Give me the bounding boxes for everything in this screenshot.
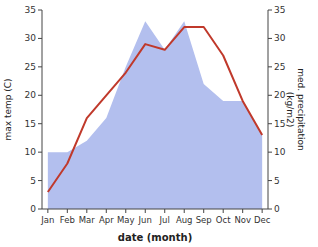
y-tick [38, 152, 42, 153]
chart: 0 5 10 15 20 25 30 35 0 5 10 15 20 25 30 35 Jan Feb MarApr… [0, 0, 318, 247]
y2-tick [268, 123, 272, 124]
y-tick-label: 30 [25, 33, 37, 43]
y-tick-label: 25 [25, 62, 36, 72]
temperature-line [48, 27, 262, 192]
y2-tick-label: 30 [274, 33, 286, 43]
precipitation-area [48, 21, 262, 209]
x-tick [47, 209, 48, 213]
x-tick-label: Sep [196, 215, 212, 225]
y2-tick-label: 0 [274, 204, 280, 214]
x-tick-label: Oct [216, 215, 231, 225]
y2-axis-label-line: (kg/m2) [285, 92, 295, 127]
y2-axis-label-line: med. precipitation [296, 68, 306, 150]
y2-tick-label: 35 [274, 5, 285, 15]
x-tick [86, 209, 87, 213]
y2-tick-label: 25 [274, 62, 285, 72]
x-tick-label: Aug [176, 215, 193, 225]
x-tick-label: Jul [159, 215, 170, 225]
y-tick-label: 10 [25, 147, 37, 157]
y-axis-label: max temp (C) [3, 78, 13, 140]
y2-tick [268, 10, 272, 11]
y2-axis-label: med. precipitation(kg/m2) [285, 68, 306, 150]
y-tick-label: 35 [25, 5, 36, 15]
y-tick-label: 5 [30, 176, 36, 186]
x-tick [242, 209, 243, 213]
x-tick-label: May [117, 215, 135, 225]
y-tick-label: 20 [25, 90, 37, 100]
y-tick [38, 209, 42, 210]
x-tick-label: Feb [60, 215, 75, 225]
x-tick-label: Apr [99, 215, 114, 225]
y2-tick [268, 209, 272, 210]
y2-tick-label: 20 [274, 90, 286, 100]
y2-tick-label: 5 [274, 176, 280, 186]
y-tick [38, 38, 42, 39]
y-tick [38, 95, 42, 96]
x-tick [67, 209, 68, 213]
x-tick [145, 209, 146, 213]
y-tick-label: 15 [25, 119, 36, 129]
x-tick [203, 209, 204, 213]
x-axis-label: date (month) [118, 232, 192, 243]
x-tick-label: Nov [234, 215, 251, 225]
y2-tick-label: 10 [274, 147, 286, 157]
x-tick [125, 209, 126, 213]
x-tick [164, 209, 165, 213]
x-tick-label: Jan [40, 215, 54, 225]
y2-axis-line [268, 10, 269, 209]
y-tick [38, 66, 42, 67]
y2-tick [268, 180, 272, 181]
x-axis-line [42, 209, 268, 210]
x-tick [106, 209, 107, 213]
x-tick-label: Mar [79, 215, 96, 225]
y2-tick [268, 95, 272, 96]
plot-area [48, 21, 262, 209]
y2-tick [268, 152, 272, 153]
x-tick [262, 209, 263, 213]
y2-tick [268, 38, 272, 39]
x-tick-label: Dec [254, 215, 271, 225]
y-axis-line [42, 10, 43, 209]
y-tick [38, 10, 42, 11]
x-tick [184, 209, 185, 213]
y-tick [38, 123, 42, 124]
x-tick-label: Jun [138, 215, 152, 225]
y-tick [38, 180, 42, 181]
y2-tick-label: 15 [274, 119, 285, 129]
y2-tick [268, 66, 272, 67]
y-tick-label: 0 [30, 204, 36, 214]
x-tick [223, 209, 224, 213]
